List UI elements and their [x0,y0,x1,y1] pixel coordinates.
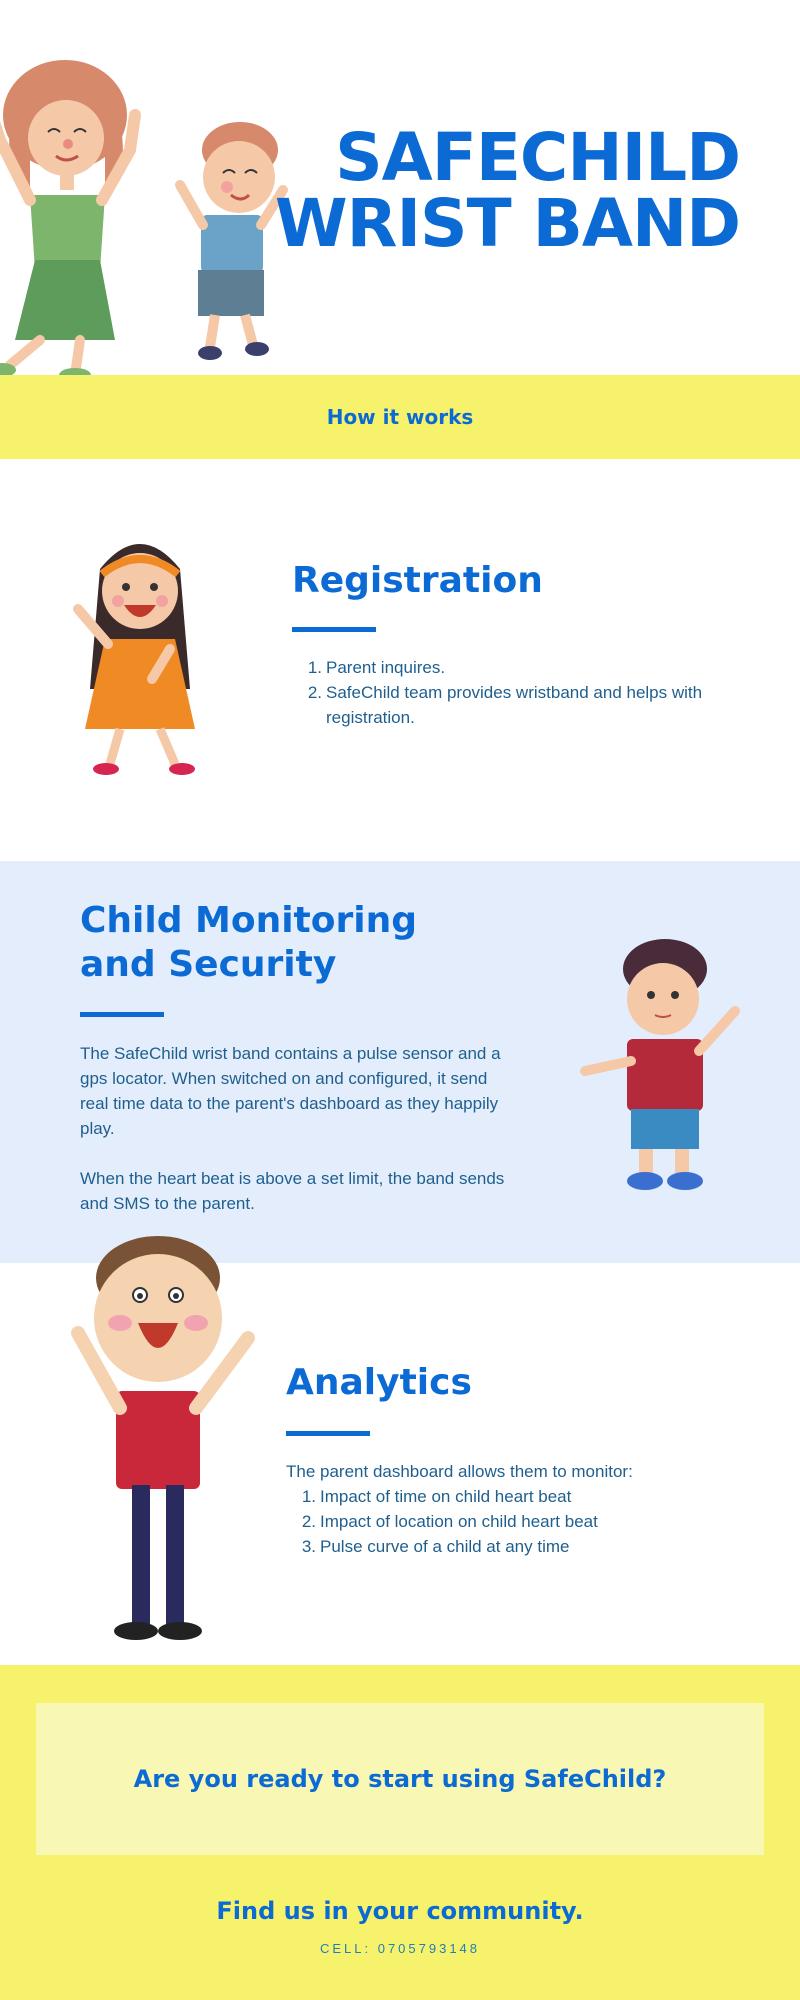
cell-number: CELL: 0705793148 [319,1941,481,1956]
list-text: Impact of location on child heart beat [320,1512,598,1531]
list-item: 1. Parent inquires. [306,655,736,680]
hero-title-line2: WRIST BAND [274,185,741,262]
list-text: Parent inquires. [326,658,446,677]
boy-jumping-illustration [175,122,288,360]
list-item: 1. Impact of time on child heart beat [300,1484,720,1509]
boy-cheering-illustration [71,1236,255,1640]
list-text: Pulse curve of a child at any time [320,1537,570,1556]
monitoring-divider [80,1012,164,1017]
monitoring-title: Child Monitoring and Security [80,900,417,985]
list-number: 2. [307,683,322,702]
list-item: 2. Impact of location on child heart beat [300,1509,720,1534]
list-item: 3. Pulse curve of a child at any time [300,1534,720,1559]
list-number: 1. [301,1487,316,1506]
mom-illustration [0,60,141,375]
monitoring-paragraph: The SafeChild wrist band contains a puls… [80,1044,501,1138]
list-text: Impact of time on child heart beat [320,1487,572,1506]
how-it-works-band: How it works [0,375,800,459]
hero-title-line1: SAFECHILD [335,119,741,196]
monitoring-section: Child Monitoring and Security The SafeCh… [0,861,800,1263]
analytics-section: Analytics The parent dashboard allows th… [0,1236,800,1665]
hero-section: SAFECHILD WRIST BAND [0,0,800,375]
cta-box: Are you ready to start using SafeChild? [36,1703,764,1855]
analytics-list: 1. Impact of time on child heart beat 2. I… [300,1484,720,1559]
cta-question: Are you ready to start using SafeChild? [133,1765,667,1793]
list-number: 1. [307,658,322,677]
find-us-heading: Find us in your community. [216,1897,584,1925]
registration-section: Registration 1. Parent inquires. 2. SafeCh… [0,459,800,861]
boy-waving-illustration [580,939,740,1190]
girl-illustration [73,544,195,775]
registration-steps: 1. Parent inquires. 2. SafeChild team prov… [306,655,736,730]
monitoring-paragraph: When the heart beat is above a set limit… [80,1169,505,1213]
hero-title: SAFECHILD WRIST BAND [274,119,741,262]
list-number: 2. [301,1512,316,1531]
how-it-works-label: How it works [326,405,474,429]
analytics-intro: The parent dashboard allows them to moni… [286,1462,633,1481]
list-number: 3. [301,1537,316,1556]
analytics-title: Analytics [286,1362,472,1403]
list-item: 2. SafeChild team provides wristband and … [306,680,736,730]
cta-section: Are you ready to start using SafeChild? … [0,1665,800,2000]
registration-title: Registration [292,560,543,601]
list-text: SafeChild team provides wristband and he… [326,683,703,727]
registration-divider [292,627,376,632]
analytics-divider [286,1431,370,1436]
